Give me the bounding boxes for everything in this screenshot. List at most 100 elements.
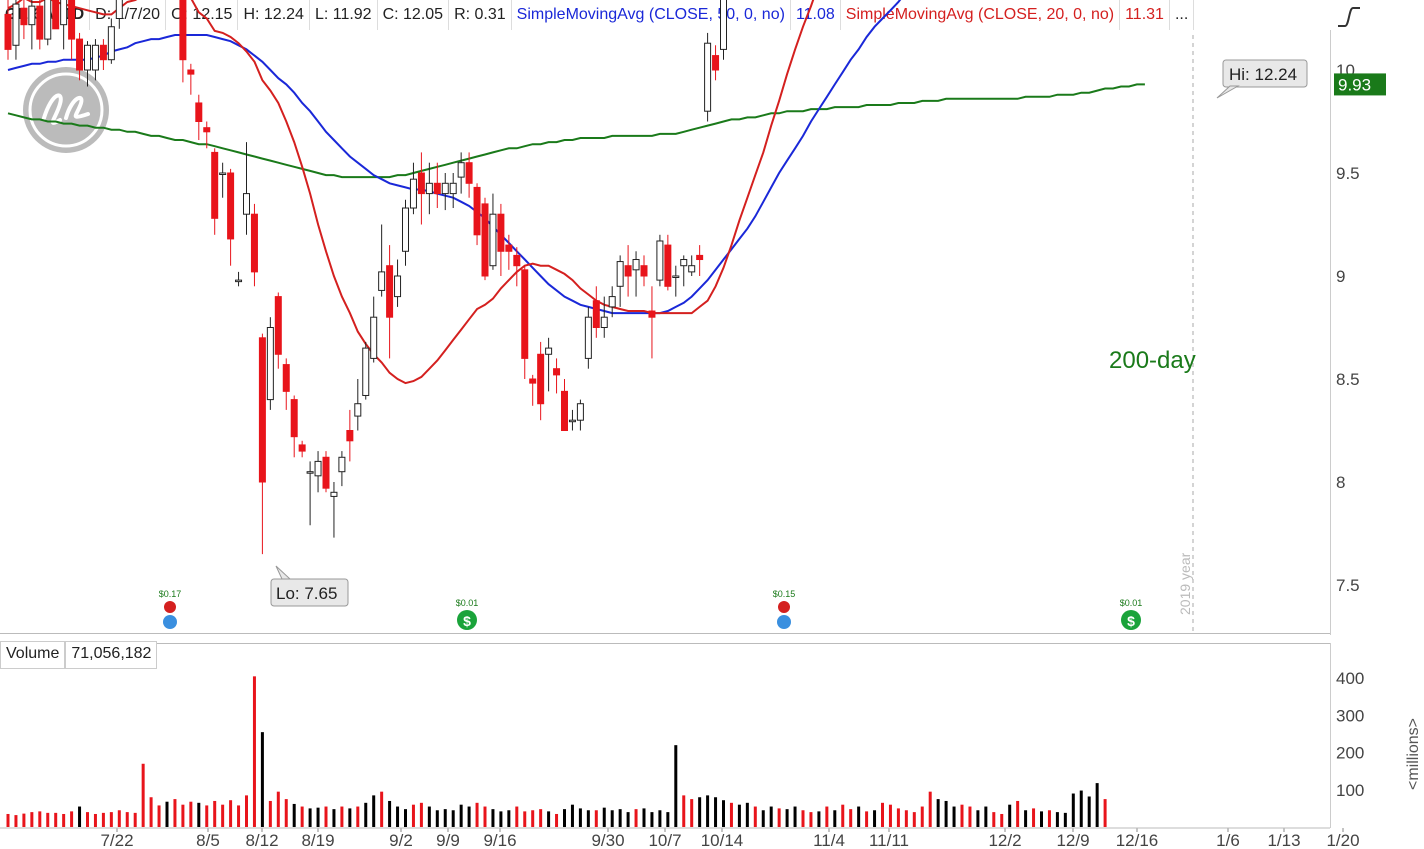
volume-bar [968, 806, 972, 827]
volume-bar [292, 803, 296, 827]
candle-body [219, 172, 227, 175]
event-amount: $0.15 [773, 589, 796, 599]
sma20-study-value: 11.31 [1120, 0, 1170, 30]
lightbulb-icon[interactable] [163, 615, 177, 629]
volume-bar [666, 812, 670, 827]
candle-body [640, 265, 648, 277]
candle-body [298, 444, 306, 452]
volume-bar [555, 813, 559, 827]
volume-bar [1103, 799, 1107, 827]
candle-body [489, 213, 497, 267]
volume-bar [1040, 811, 1043, 827]
candle-body [99, 44, 107, 61]
candle-body [227, 172, 235, 240]
candle-body [680, 259, 688, 267]
volume-bar [984, 806, 988, 827]
date-tick-label: 1/6 [1216, 831, 1240, 849]
lightbulb-icon[interactable] [777, 615, 791, 629]
price-tick-label: 10 [1336, 61, 1355, 80]
price-axis-divider [1330, 30, 1331, 635]
dividend-icon[interactable] [1121, 610, 1141, 630]
candle-body [576, 403, 584, 421]
volume-bar [348, 808, 352, 827]
volume-bar [380, 791, 384, 827]
volume-bar [920, 806, 924, 827]
sma20-study-label[interactable]: SimpleMovingAvg (CLOSE, 20, 0, no) [841, 0, 1121, 30]
candle-body [600, 316, 608, 329]
volume-bar [682, 795, 686, 827]
candle-body [425, 182, 433, 195]
volume-bar [221, 804, 225, 827]
more-studies-button[interactable]: ... [1170, 0, 1195, 30]
candle-body [362, 347, 370, 396]
candle-body [465, 162, 473, 184]
volume-bar [944, 800, 948, 827]
volume-bar [435, 810, 439, 827]
hi-label: Hi: 12.24 [1229, 65, 1297, 84]
volume-bar [761, 810, 765, 827]
candle-body [664, 244, 672, 287]
volume-bar [777, 808, 781, 827]
candle-body [529, 378, 537, 384]
volume-bar [729, 802, 733, 827]
volume-bar [960, 804, 964, 827]
volume-tick-label: 200 [1336, 744, 1364, 763]
volume-bar [793, 806, 797, 827]
volume-bar [992, 812, 996, 827]
volume-bar [570, 804, 574, 827]
date-tick-label: 8/5 [196, 831, 220, 849]
candle-body [386, 265, 394, 318]
volume-tick-label: 400 [1336, 669, 1364, 688]
volume-bar [62, 813, 66, 827]
volume-bar [1079, 790, 1083, 827]
volume-bar [809, 812, 813, 827]
date-tick-label: 11/4 [813, 831, 845, 849]
volume-bar [427, 806, 431, 827]
candle-body [378, 271, 386, 291]
candle-body [250, 213, 258, 273]
candle-body [592, 300, 600, 329]
volume-bar [841, 804, 845, 827]
volume-axis-divider [1330, 643, 1331, 828]
price-tick-label: 8.5 [1336, 370, 1360, 389]
earnings-icon[interactable] [778, 601, 790, 613]
sma50-study-value: 11.08 [791, 0, 841, 30]
volume-bar [284, 799, 288, 827]
date-tick-label: 1/20 [1326, 831, 1359, 849]
volume-bar [1071, 793, 1075, 827]
high-label: H: 12.24 [238, 0, 310, 30]
volume-bar [888, 804, 892, 827]
price-tick-label: 7.5 [1336, 576, 1360, 595]
earnings-icon[interactable] [164, 601, 176, 613]
candle-body [497, 213, 505, 252]
volume-bar [316, 807, 320, 827]
candle-body [76, 38, 84, 71]
volume-bar [904, 810, 908, 827]
symbol-label[interactable]: GE 6 M 1D [0, 0, 91, 30]
candle-body [624, 265, 632, 277]
volume-bar [181, 804, 185, 827]
volume-bar [173, 799, 177, 827]
volume-bar [753, 806, 757, 827]
volume-bar [1016, 800, 1020, 827]
volume-bar [658, 810, 662, 827]
drawing-tool-icon[interactable] [1336, 4, 1362, 30]
volume-bar [1095, 783, 1099, 827]
sma50-study-label[interactable]: SimpleMovingAvg (CLOSE, 50, 0, no) [512, 0, 791, 30]
header-bar: GE 6 M 1D D: 1/7/20 O: 12.15 H: 12.24 L:… [0, 0, 1195, 30]
candle-body [417, 172, 425, 195]
date-tick-label: 9/30 [591, 831, 624, 849]
dividend-icon[interactable] [457, 610, 477, 630]
volume-bar [205, 805, 209, 827]
volume-bar [78, 806, 82, 827]
ge-logo-icon [23, 67, 109, 153]
volume-bar [650, 812, 654, 827]
volume-bar [610, 810, 614, 827]
volume-bar [833, 810, 837, 827]
volume-bar [245, 795, 248, 827]
price-tick-label: 9.5 [1336, 164, 1360, 183]
volume-bar [364, 802, 368, 827]
volume-bar [825, 806, 829, 827]
